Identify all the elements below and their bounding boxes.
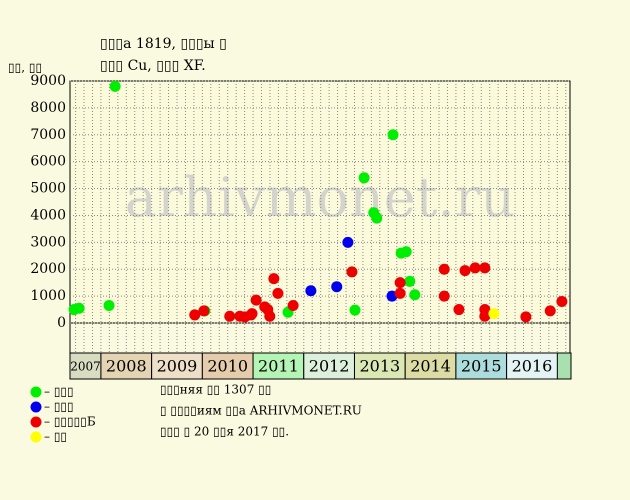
y-tick-label: 1000 <box>30 288 66 304</box>
y-tick-label: 7000 <box>30 127 66 143</box>
x-tick-label: 2009 <box>157 357 198 376</box>
info-text: ▯▯▯няя ▯▯ 1307 ▯▯ <box>160 383 271 397</box>
legend-marker <box>30 431 42 443</box>
y-tick-label: 6000 <box>30 154 66 170</box>
x-tick-label: 2013 <box>359 357 400 376</box>
legend-marker <box>30 386 42 398</box>
x-tick-label: 2016 <box>512 357 553 376</box>
chart-title: ▯▯▯а 1819, ▯▯▯ы ▯ <box>100 36 227 52</box>
y-tick-label: 8000 <box>30 100 66 116</box>
chart-subtitle: ▯▯▯ Cu, ▯▯▯ XF. <box>100 58 206 74</box>
x-tick-label: 2010 <box>207 357 248 376</box>
year-band <box>69 352 102 380</box>
legend-marker <box>30 416 42 428</box>
point <box>346 266 358 278</box>
year-band <box>201 352 254 380</box>
month-row <box>69 322 571 354</box>
point <box>479 310 491 322</box>
legend-label: – ▯▯ <box>44 430 67 444</box>
year-band <box>151 352 203 380</box>
point <box>387 129 399 141</box>
point <box>453 304 465 316</box>
point <box>342 236 354 248</box>
y-tick-label: 3000 <box>30 234 66 250</box>
y-tick-label: 4000 <box>30 207 66 223</box>
year-band <box>455 352 508 380</box>
point <box>73 302 85 314</box>
point <box>556 295 568 307</box>
point <box>189 309 201 321</box>
point <box>331 281 343 293</box>
point <box>264 310 276 322</box>
point <box>305 285 317 297</box>
legend-label: – ▯▯▯▯▯Б <box>44 415 96 429</box>
legend-marker <box>30 401 42 413</box>
point <box>250 294 262 306</box>
legend-label: – ▯▯▯ <box>44 400 74 414</box>
point <box>520 311 532 323</box>
point <box>400 246 412 258</box>
point <box>198 305 210 317</box>
point <box>409 289 421 301</box>
point <box>394 287 406 299</box>
year-band <box>506 352 558 380</box>
year-band <box>252 352 305 380</box>
legend-label: – ▯▯▯ <box>44 385 74 399</box>
y-tick-label: 2000 <box>30 261 66 277</box>
y-tick-label: 0 <box>57 315 66 331</box>
point <box>394 277 406 289</box>
point <box>349 304 361 316</box>
point <box>109 80 121 92</box>
y-tick-label: 9000 <box>30 73 66 89</box>
y-axis-label: ▯▯, ▯▯ <box>8 61 42 75</box>
x-tick-label: 2008 <box>106 357 147 376</box>
point <box>404 275 416 287</box>
info-text: ▯ ▯▯▯▯иям ▯▯а ARHIVMONET.RU <box>160 404 362 418</box>
point <box>438 290 450 302</box>
point <box>544 305 556 317</box>
watermark: arhivmonet.ru <box>125 166 515 229</box>
y-tick-label: 5000 <box>30 181 66 197</box>
point <box>272 287 284 299</box>
year-band <box>303 352 355 380</box>
plot-area <box>69 80 571 324</box>
point <box>479 262 491 274</box>
point <box>469 262 481 274</box>
point <box>438 263 450 275</box>
info-text: ▯▯▯ ▯ 20 ▯▯я 2017 ▯▯. <box>160 425 289 439</box>
point <box>488 308 500 320</box>
point <box>268 273 280 285</box>
point <box>371 212 383 224</box>
point <box>287 300 299 312</box>
x-tick-label: 2012 <box>309 357 350 376</box>
point <box>459 265 471 277</box>
x-tick-label: 2014 <box>410 357 451 376</box>
x-tick-label: 2007 <box>70 360 101 374</box>
point <box>224 310 236 322</box>
point <box>246 308 258 320</box>
point <box>358 172 370 184</box>
point <box>103 300 115 312</box>
x-tick-label: 2015 <box>461 357 502 376</box>
x-tick-label: 2011 <box>258 357 299 376</box>
